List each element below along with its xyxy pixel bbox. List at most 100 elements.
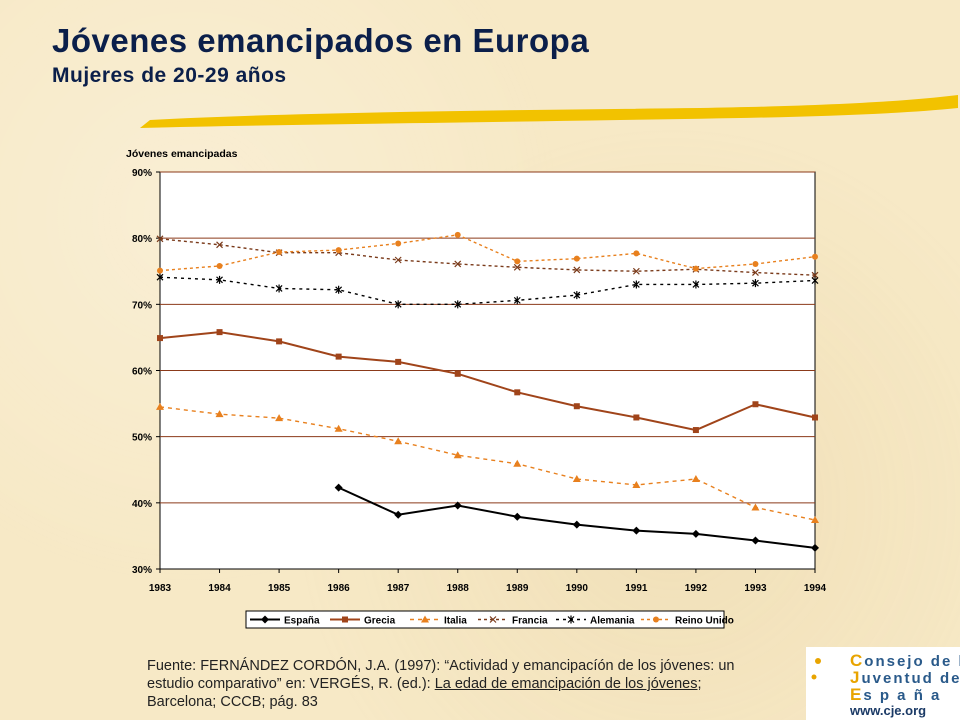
legend-label: España <box>284 616 320 627</box>
y-tick-label: 40% <box>132 499 152 510</box>
series-reino-unido <box>157 231 818 274</box>
logo-line-3: Es p a ñ a <box>850 685 942 704</box>
series-line <box>159 276 816 306</box>
data-point <box>395 358 402 365</box>
legend-label: Italia <box>444 616 467 627</box>
marker-diamond <box>394 510 403 519</box>
marker-star <box>156 273 164 282</box>
marker-circle <box>653 616 659 623</box>
data-point <box>454 300 462 309</box>
marker-diamond <box>261 615 269 624</box>
marker-triangle <box>394 437 403 445</box>
data-point <box>215 410 224 418</box>
marker-square <box>335 353 342 360</box>
marker-circle <box>752 260 759 267</box>
data-point <box>275 284 283 293</box>
data-point <box>156 273 164 282</box>
data-point <box>811 543 819 552</box>
line-chart: 30% 40% 50% 60% 70% 80% 90% 1983 1984 1985 1986 198… <box>126 148 827 629</box>
data-point <box>454 370 461 377</box>
marker-square <box>514 389 521 396</box>
data-point <box>751 503 760 511</box>
marker-triangle <box>156 402 164 410</box>
marker-circle <box>157 267 163 274</box>
marker-x <box>489 616 497 623</box>
data-point <box>394 437 403 445</box>
x-tick-label: 1983 <box>149 583 172 594</box>
marker-square <box>216 329 223 336</box>
source-citation: Fuente: FERNÁNDEZ CORDÓN, J.A. (1997): “… <box>147 657 767 711</box>
legend-marker <box>567 615 575 624</box>
marker-square <box>342 616 348 623</box>
data-point <box>334 424 343 432</box>
x-tick-label: 1987 <box>387 583 410 594</box>
legend-item: Reino Unido <box>641 616 734 627</box>
series-line <box>159 234 816 272</box>
marker-x <box>156 235 164 243</box>
series-españa <box>334 483 819 552</box>
data-point <box>632 526 641 535</box>
cje-logo[interactable]: Consejo de la Juventud de Es p a ñ a www… <box>806 647 960 720</box>
legend-marker <box>261 615 269 624</box>
marker-x <box>811 271 819 279</box>
data-point <box>573 255 580 262</box>
legend-label: Alemania <box>590 616 635 627</box>
y-tick-label: 70% <box>132 300 152 311</box>
x-tick-label: 1993 <box>744 583 767 594</box>
x-tick-label: 1985 <box>268 583 291 594</box>
marker-diamond <box>572 520 581 529</box>
marker-star <box>692 280 700 289</box>
series-line <box>159 238 816 276</box>
marker-circle <box>692 265 699 272</box>
marker-star <box>394 300 402 309</box>
data-point <box>812 253 818 260</box>
marker-x <box>454 260 462 268</box>
marker-x <box>394 256 402 264</box>
marker-circle <box>573 255 580 262</box>
marker-star <box>573 291 581 300</box>
logo-line-1: Consejo de la <box>850 651 960 670</box>
data-point <box>633 250 640 257</box>
data-point <box>454 231 461 238</box>
legend-item: Francia <box>478 616 548 627</box>
legend-item: España <box>250 615 320 627</box>
marker-square <box>276 338 283 345</box>
data-point <box>156 235 164 243</box>
data-point <box>573 266 581 274</box>
marker-circle <box>335 247 342 254</box>
data-point <box>752 269 759 276</box>
marker-diamond <box>513 512 522 521</box>
data-point <box>276 338 283 345</box>
logo-url[interactable]: www.cje.org <box>850 703 927 718</box>
data-point <box>692 280 700 289</box>
legend-marker <box>421 615 429 623</box>
marker-circle <box>812 253 818 260</box>
data-point <box>812 414 818 421</box>
marker-triangle <box>215 410 224 418</box>
marker-star <box>454 300 462 309</box>
series-grecia <box>157 329 818 434</box>
data-point <box>513 263 521 271</box>
data-point <box>691 475 700 483</box>
data-point <box>573 403 580 410</box>
marker-triangle <box>632 480 641 488</box>
series-line <box>159 406 816 521</box>
data-point <box>216 329 223 336</box>
data-point <box>335 353 342 360</box>
marker-diamond <box>751 536 760 545</box>
legend: España Grecia Italia Francia Alemania Reino U… <box>245 610 734 629</box>
marker-circle <box>454 231 461 238</box>
legend-item: Grecia <box>330 616 396 627</box>
x-tick-label: 1989 <box>506 583 529 594</box>
marker-star <box>632 280 640 289</box>
marker-triangle <box>513 459 522 467</box>
data-point <box>513 459 522 467</box>
y-tick-label: 90% <box>132 168 152 179</box>
data-point <box>216 275 223 284</box>
series-alemania <box>156 273 819 309</box>
data-point <box>752 260 759 267</box>
y-tick-label: 80% <box>132 234 152 245</box>
source-book-title[interactable]: La edad de emancipación de los jóvenes <box>434 676 698 692</box>
page-title: Jóvenes emancipados en Europa <box>52 22 590 59</box>
data-point <box>454 260 462 268</box>
